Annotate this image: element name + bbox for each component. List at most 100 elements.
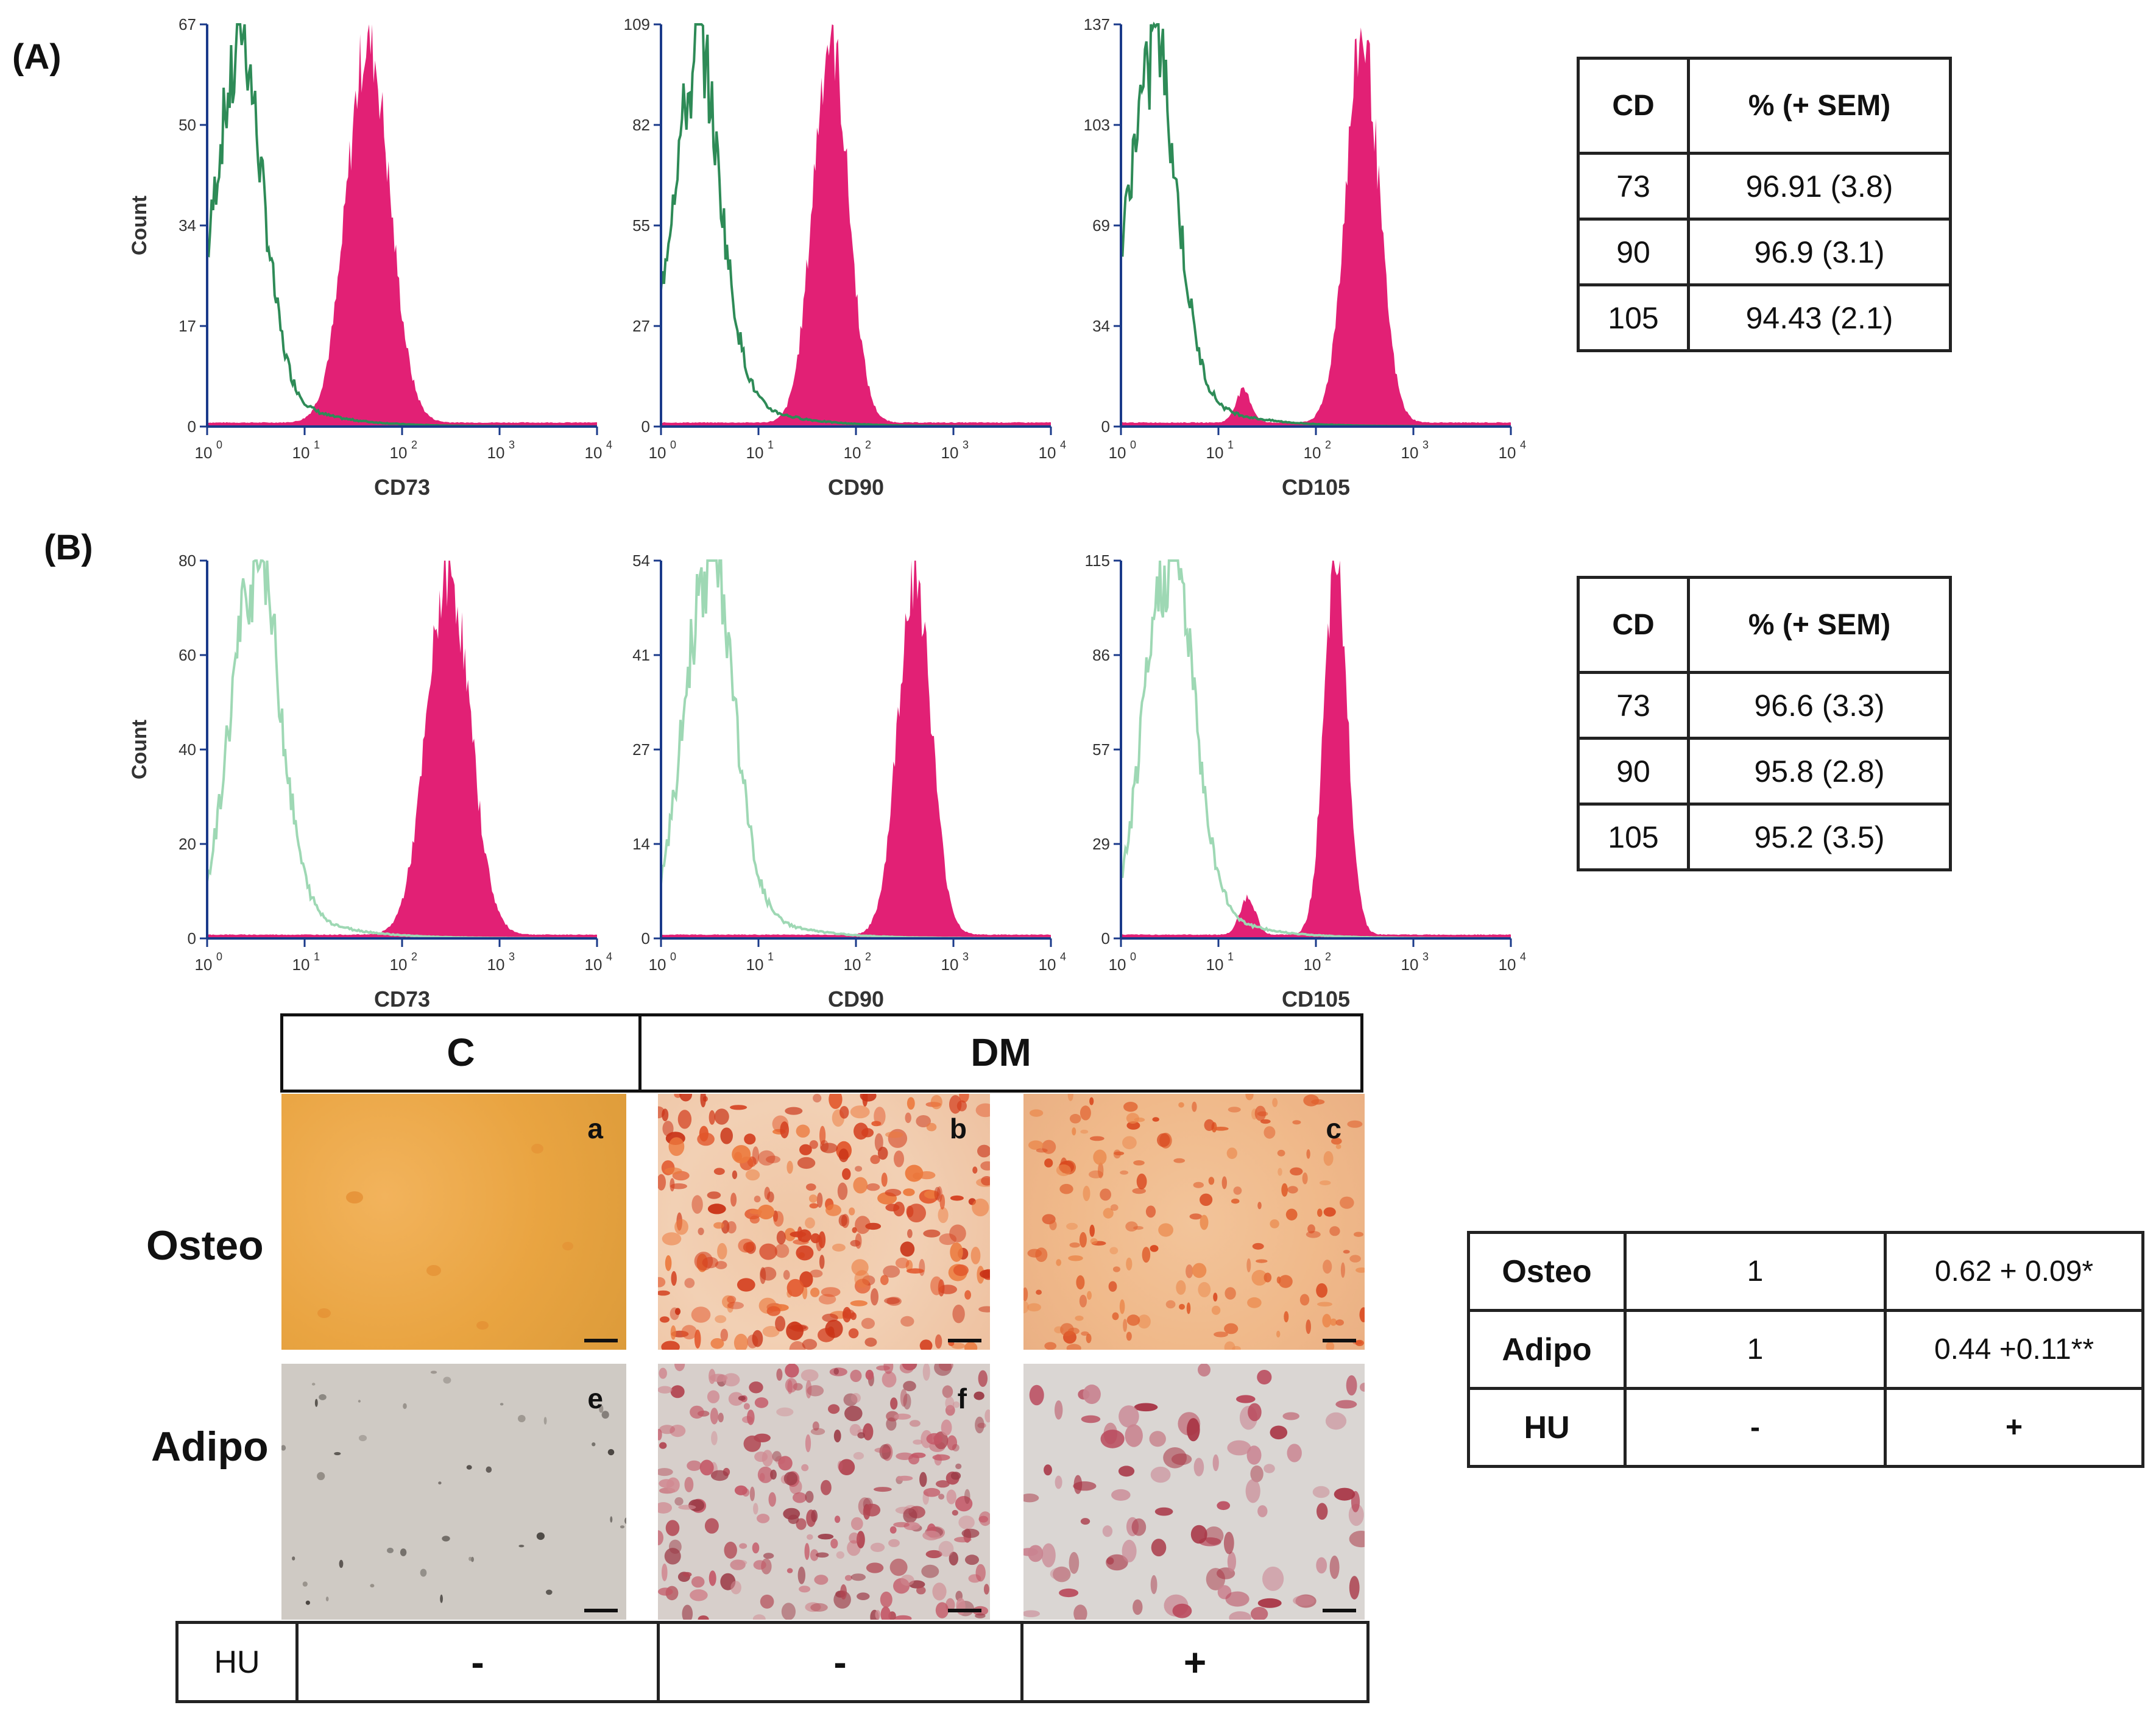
texture-blob bbox=[1179, 1303, 1185, 1310]
texture-blob bbox=[1355, 1339, 1364, 1347]
texture-blob bbox=[866, 1562, 884, 1573]
texture-blob bbox=[885, 1189, 902, 1197]
hu-value-dm: - bbox=[657, 1621, 1023, 1703]
texture-blob bbox=[1029, 1109, 1044, 1117]
texture-blob bbox=[677, 1110, 692, 1129]
texture-blob bbox=[1083, 1185, 1090, 1202]
differentiation-table: Osteo 1 0.62 + 0.09* Adipo 1 0.44 +0.11*… bbox=[1467, 1231, 2144, 1468]
texture-blob bbox=[738, 1395, 746, 1401]
texture-blob bbox=[730, 1581, 741, 1595]
texture-blob bbox=[1193, 1458, 1204, 1476]
texture-blob bbox=[838, 1148, 849, 1163]
texture-blob bbox=[403, 1403, 407, 1409]
x-tick-label: 10 bbox=[1401, 955, 1419, 974]
texture-blob bbox=[853, 1451, 864, 1460]
texture-blob bbox=[1335, 1400, 1357, 1409]
texture-blob bbox=[710, 1470, 729, 1481]
texture-blob bbox=[370, 1584, 375, 1588]
texture-blob bbox=[840, 1584, 847, 1600]
texture-blob bbox=[536, 1532, 545, 1540]
texture-blob bbox=[810, 1288, 820, 1297]
y-tick-label: 80 bbox=[178, 551, 196, 570]
texture-blob bbox=[1227, 1440, 1251, 1456]
x-tick-exponent: 0 bbox=[1130, 951, 1136, 963]
texture-blob bbox=[387, 1547, 394, 1553]
texture-blob bbox=[659, 1442, 667, 1449]
texture-blob bbox=[1208, 1177, 1215, 1185]
texture-blob bbox=[1276, 1276, 1281, 1284]
texture-blob bbox=[1090, 1238, 1098, 1244]
texture-blob bbox=[518, 1415, 526, 1422]
texture-blob bbox=[772, 1451, 782, 1462]
texture-blob bbox=[1213, 1292, 1218, 1302]
texture-blob bbox=[1089, 1136, 1105, 1141]
texture-blob bbox=[1316, 1557, 1327, 1574]
texture-blob bbox=[955, 1496, 973, 1512]
histogram-a-cd90: 0 27 55 82 109 10 0 10 1 10 2 10 3 10 4 CD90 bbox=[624, 15, 1066, 500]
texture-blob bbox=[1109, 1247, 1119, 1255]
texture-blob bbox=[1152, 1117, 1159, 1122]
texture-blob bbox=[1349, 1576, 1360, 1600]
texture-blob bbox=[930, 1276, 943, 1295]
scale-bar bbox=[1323, 1339, 1356, 1342]
texture-blob bbox=[1079, 1232, 1087, 1248]
texture-blob bbox=[694, 1252, 713, 1271]
texture-blob bbox=[1133, 1160, 1145, 1166]
x-tick-label: 10 bbox=[941, 444, 959, 462]
texture-blob bbox=[1028, 1140, 1044, 1150]
texture-blob bbox=[865, 1369, 874, 1380]
texture-blob bbox=[1198, 1364, 1211, 1377]
texture-blob bbox=[938, 1494, 945, 1500]
texture-blob bbox=[766, 1306, 781, 1316]
texture-blob bbox=[1023, 1287, 1028, 1302]
texture-blob bbox=[977, 1144, 990, 1158]
texture-blob bbox=[670, 1325, 676, 1340]
texture-blob bbox=[978, 1511, 990, 1526]
texture-blob bbox=[1136, 1173, 1147, 1189]
texture-blob bbox=[1172, 1603, 1192, 1618]
texture-blob bbox=[1331, 1138, 1342, 1145]
texture-blob bbox=[950, 1242, 963, 1262]
texture-blob bbox=[713, 1222, 724, 1229]
texture-blob bbox=[919, 1472, 927, 1487]
diff-row-label: HU bbox=[1467, 1387, 1627, 1468]
micrograph-letter: e bbox=[587, 1383, 603, 1414]
row-label-osteo: Osteo bbox=[146, 1222, 264, 1269]
texture-blob bbox=[938, 1540, 954, 1557]
texture-blob bbox=[900, 1241, 915, 1257]
texture-blob bbox=[1044, 1158, 1053, 1168]
y-tick-label: 17 bbox=[178, 317, 196, 335]
texture-blob bbox=[894, 1413, 911, 1420]
texture-blob bbox=[1187, 1418, 1200, 1442]
texture-blob bbox=[819, 1125, 826, 1146]
texture-blob bbox=[885, 1203, 900, 1211]
texture-blob bbox=[781, 1603, 796, 1620]
texture-blob bbox=[734, 1485, 748, 1495]
texture-blob bbox=[799, 1144, 812, 1155]
texture-blob bbox=[818, 1534, 834, 1540]
cd-table-a: CD % (+ SEM) 73 96.91 (3.8) 90 96.9 (3.1) … bbox=[1577, 57, 1952, 352]
texture-blob bbox=[1123, 1102, 1138, 1112]
texture-blob bbox=[1335, 1144, 1341, 1149]
table-cell-pct: 94.43 (2.1) bbox=[1687, 283, 1952, 352]
texture-blob bbox=[964, 1290, 971, 1300]
texture-blob bbox=[1343, 1250, 1350, 1254]
texture-blob bbox=[727, 1295, 737, 1303]
texture-blob bbox=[1329, 1555, 1340, 1579]
texture-blob bbox=[896, 1475, 913, 1481]
texture-blob bbox=[1103, 1208, 1114, 1219]
column-header-dm: DM bbox=[970, 1030, 1031, 1074]
texture-blob bbox=[658, 1587, 673, 1596]
x-tick-label: 10 bbox=[844, 444, 861, 462]
texture-blob bbox=[1200, 1214, 1209, 1230]
table-cell-cd: 105 bbox=[1577, 283, 1690, 352]
texture-blob bbox=[871, 1288, 878, 1306]
texture-blob bbox=[754, 1397, 769, 1408]
y-tick-label: 34 bbox=[178, 216, 196, 235]
diff-cell: 1 bbox=[1624, 1309, 1887, 1390]
texture-blob bbox=[601, 1411, 609, 1419]
texture-blob bbox=[848, 1328, 859, 1339]
table-header-pct: % (+ SEM) bbox=[1687, 57, 1952, 155]
texture-blob bbox=[358, 1434, 367, 1442]
hu-value-control: - bbox=[295, 1621, 660, 1703]
